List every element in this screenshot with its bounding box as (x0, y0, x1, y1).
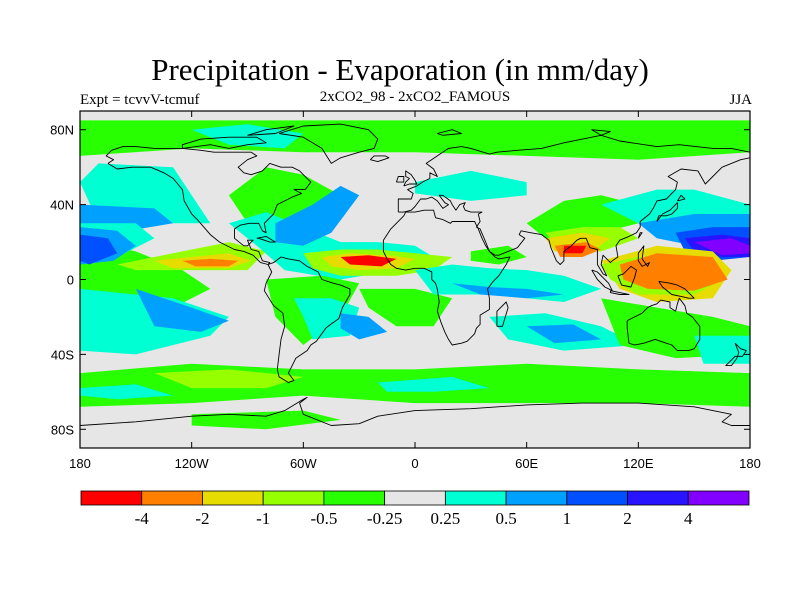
coastline-23 (591, 129, 611, 136)
coastline-4 (382, 209, 511, 346)
coastline-5 (496, 301, 509, 327)
contour-region-1 (191, 124, 304, 149)
colorbar: -4 -2 -1 -0.5 -0.25 0.25 0.5 1 2 4 (80, 490, 750, 528)
colorbar-label: -4 (135, 509, 150, 528)
map-layer (80, 111, 750, 448)
colorbar-label: -0.5 (310, 509, 337, 528)
coastline-12 (656, 202, 678, 222)
coastline-18 (369, 155, 390, 163)
colorbar-swatch-0 (80, 490, 143, 506)
colorbar-label: -2 (195, 509, 209, 528)
coastline-22 (247, 125, 295, 136)
coastline-0 (105, 146, 312, 265)
coastline-3 (397, 134, 750, 277)
contour-region-33 (563, 245, 587, 254)
coastline-17 (395, 176, 405, 183)
colorbar-swatch-1 (141, 490, 203, 506)
coastline-9 (609, 290, 630, 295)
coastline-14 (637, 232, 643, 239)
colorbar-swatch-6 (444, 490, 507, 506)
coastline-layer (80, 123, 750, 426)
coastline-20 (80, 396, 750, 426)
x-tick-label: 120E (623, 456, 654, 471)
colorbar-label: 0.25 (430, 509, 460, 528)
coastline-19 (256, 235, 276, 243)
colorbar-swatch-8 (566, 490, 628, 506)
contour-region-48 (191, 410, 341, 430)
y-tick-label: 0 (67, 273, 74, 288)
x-tick-label: 60E (515, 456, 538, 471)
y-tick-label: 40N (50, 198, 74, 213)
coastline-21 (181, 136, 267, 149)
coastline-1 (278, 123, 379, 164)
coastline-16 (403, 170, 418, 187)
coastline-10 (617, 265, 637, 288)
contour-region-2 (415, 170, 527, 201)
contour-region-27 (526, 324, 602, 344)
colorbar-swatch-9 (627, 490, 689, 506)
contour-region-14 (135, 288, 229, 332)
colorbar-label: -1 (256, 509, 270, 528)
coastline-2 (263, 256, 351, 383)
coastline-11 (658, 280, 695, 299)
contour-region-41 (619, 253, 728, 291)
x-tick-label: 180 (69, 456, 91, 471)
coastline-13 (677, 194, 686, 202)
contour-region-24 (415, 264, 602, 302)
colorbar-swatch-2 (202, 490, 264, 506)
contour-region-22 (340, 313, 388, 340)
colorbar-swatch-5 (384, 490, 446, 506)
colorbar-swatch-7 (505, 490, 568, 506)
contour-region-47 (377, 376, 490, 392)
contour-region-38 (694, 238, 750, 256)
coastline-7 (725, 342, 747, 367)
x-tick-label: 180 (739, 456, 761, 471)
colorbar-label: 0.5 (495, 509, 516, 528)
coastline-15 (637, 245, 650, 267)
season-label: JJA (729, 92, 752, 108)
y-tick-label: 40S (51, 347, 74, 362)
contour-region-23 (359, 288, 453, 327)
x-tick-label: 0 (411, 456, 418, 471)
contour-region-12 (182, 258, 239, 267)
colorbar-swatch-3 (262, 490, 325, 506)
experiment-label: Expt = tcvvV-tcmuf (80, 92, 200, 108)
comparison-label: 2xCO2_98 - 2xCO2_FAMOUS (319, 89, 511, 105)
coastline-6 (626, 297, 701, 352)
y-tick-label: 80N (50, 123, 74, 138)
colorbar-label: -0.25 (367, 509, 402, 528)
contour-region-25 (452, 283, 564, 299)
x-tick-label: 60W (290, 456, 317, 471)
colorbar-label: 4 (684, 509, 693, 528)
y-tick-label: 80S (51, 422, 74, 437)
x-tick-label: 120W (175, 456, 210, 471)
contour-region-9 (80, 234, 118, 265)
colorbar-swatch-10 (687, 490, 750, 506)
map-title: Precipitation - Evaporation (in mm/day) (151, 52, 649, 87)
contour-region-43 (694, 335, 750, 364)
colorbar-swatch-4 (323, 490, 386, 506)
axis-ticks: 180 120W 60W 0 60E 120E 180 80N 40N 0 40S 80S (50, 111, 761, 471)
colorbar-label: 2 (623, 509, 632, 528)
contour-region-19 (340, 255, 397, 267)
coastline-24 (437, 129, 462, 136)
contour-region-45 (154, 369, 304, 389)
contour-region-46 (80, 384, 174, 400)
colorbar-label: 1 (563, 509, 572, 528)
contour-region-16 (275, 185, 360, 246)
